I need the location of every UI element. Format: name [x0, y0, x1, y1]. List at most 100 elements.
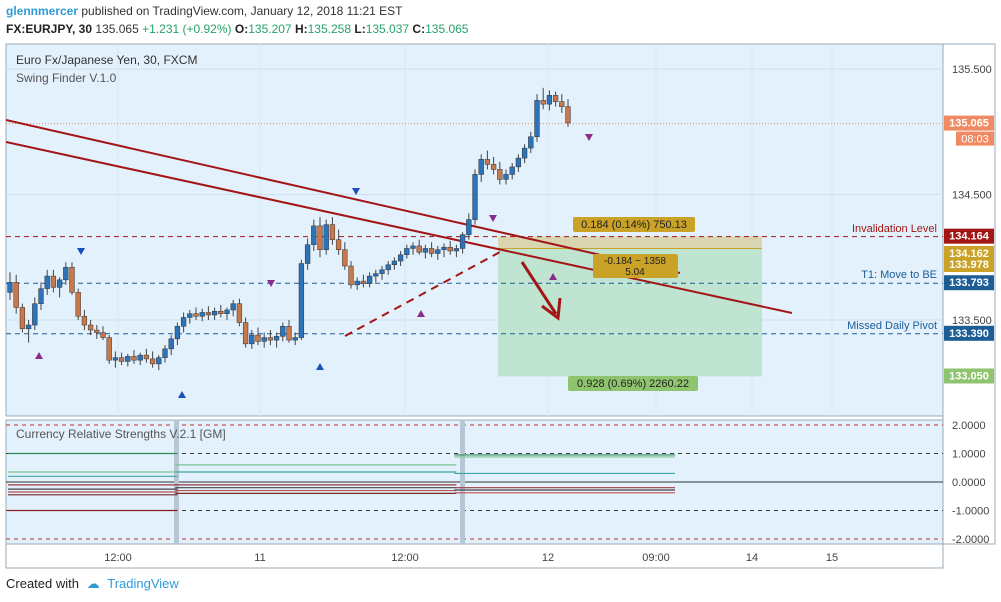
candle-body-61	[385, 264, 391, 271]
candle-body-22	[143, 354, 150, 360]
trendline-2	[6, 141, 793, 314]
candle-body-23	[149, 358, 156, 365]
swing-high-marker-0	[77, 248, 85, 255]
info-label-2: 5.04	[625, 267, 645, 278]
price-tick-1: 134.500	[952, 190, 992, 202]
footer: Created with ☁ TradingView	[6, 576, 179, 592]
candle-body-56	[354, 280, 360, 286]
candle-body-67	[422, 248, 429, 253]
candle-body-90	[565, 106, 571, 124]
price-badge-1	[944, 228, 994, 244]
candle-body-17	[112, 357, 119, 361]
candle-body-46	[292, 337, 298, 341]
candle-body-80	[503, 174, 509, 180]
swing-high-marker-3	[489, 215, 497, 222]
price-badge-label-4: 133.793	[949, 277, 989, 289]
candle-body-63	[397, 254, 404, 262]
candle-body-82	[515, 157, 522, 168]
candle-body-25	[162, 348, 168, 358]
candle-body-37	[236, 303, 243, 323]
indicator-name: Swing Finder V.1.0	[16, 71, 117, 85]
price-tick-2: 133.500	[952, 315, 992, 327]
candle-body-40	[255, 334, 261, 342]
candle-body-21	[137, 354, 143, 361]
last-price: 135.065	[95, 22, 139, 36]
time-tick-6: 15	[826, 552, 838, 564]
candle-body-9	[63, 267, 69, 281]
axis-labels: 135.500 134.500 133.500 12:00 11 12:00 12 09:00…	[104, 64, 992, 564]
price-badge-label-2: 134.162	[949, 248, 989, 260]
price-badge-label-1: 134.164	[949, 231, 990, 243]
candle-body-24	[156, 357, 162, 365]
chart-area[interactable]: 135.500 134.500 133.500 12:00 11 12:00 12 09:00…	[0, 40, 1001, 575]
arrow-head	[541, 297, 562, 321]
candle-body-75	[472, 174, 478, 220]
open-label: O:	[234, 22, 249, 36]
time-axis[interactable]	[5, 543, 944, 569]
price-badge-label-0: 135.065	[949, 118, 989, 130]
candle-body-86	[540, 100, 546, 105]
candle-body-10	[69, 267, 75, 293]
swing-low-marker-2	[316, 363, 324, 370]
tradingview-logo-icon[interactable]: ☁	[86, 576, 100, 591]
created-with-text: Created with	[6, 576, 79, 591]
candle-body-29	[187, 313, 193, 318]
candle-body-71	[447, 246, 453, 252]
sub-tick-0: 2.0000	[952, 420, 986, 432]
swing-low-marker-4	[549, 273, 557, 280]
candle-body-88	[552, 95, 559, 102]
candle-body-32	[205, 312, 212, 316]
time-tick-2: 12:00	[391, 552, 419, 564]
publish-text: published on TradingView.com, January 12…	[81, 4, 403, 18]
target-label-box	[568, 376, 698, 391]
swing-low-marker-3	[417, 310, 425, 317]
candle-body-42	[267, 337, 274, 341]
info-label-box	[593, 254, 678, 278]
candle-body-76	[478, 159, 484, 175]
trendlines[interactable]	[6, 119, 793, 337]
tradingview-link[interactable]: TradingView	[107, 576, 179, 591]
candle-body-59	[373, 273, 379, 277]
candle-body-55	[348, 265, 354, 286]
main-pane[interactable]	[5, 43, 944, 417]
candle-body-60	[379, 269, 385, 274]
sub-indicator-name: Currency Relative Strengths V.2.1 [GM]	[16, 427, 226, 441]
sub-tick-4: -2.0000	[952, 534, 989, 546]
info-label-1: -0.184 ~ 1358	[604, 256, 666, 267]
candle-body-73	[459, 234, 466, 249]
candle-body-49	[311, 225, 317, 245]
stop-label: 0.184 (0.14%) 750.13	[581, 219, 687, 231]
candle-body-83	[521, 147, 528, 159]
candle-body-27	[174, 326, 181, 340]
candle-body-30	[193, 313, 199, 317]
candle-body-15	[100, 332, 106, 338]
candle-body-31	[199, 312, 205, 317]
high-value: 135.258	[307, 22, 352, 36]
chart-header: glennmercer published on TradingView.com…	[0, 0, 1001, 40]
candle-body-13	[87, 324, 94, 331]
candle-body-72	[453, 248, 460, 252]
time-tick-1: 11	[254, 552, 265, 564]
swing-high-marker-4	[585, 134, 593, 141]
candle-body-16	[106, 337, 112, 361]
candle-body-57	[360, 280, 367, 284]
price-badge-6	[944, 368, 994, 384]
candle-body-20	[131, 356, 137, 361]
swing-low-marker-1	[178, 391, 186, 398]
author-link[interactable]: glennmercer	[6, 4, 79, 18]
candle-body-66	[416, 245, 422, 253]
candles	[7, 87, 571, 371]
candle-body-35	[224, 309, 230, 314]
high-label: H:	[294, 22, 308, 36]
strength-lines	[8, 452, 675, 512]
candle-body-19	[125, 356, 131, 362]
price-change: +1.231 (+0.92%)	[142, 22, 232, 36]
candle-body-64	[404, 248, 410, 255]
candle-body-53	[335, 239, 342, 250]
candle-body-65	[410, 245, 416, 249]
time-tick-5: 14	[746, 552, 758, 564]
candle-body-74	[466, 219, 472, 235]
candle-body-87	[546, 95, 553, 105]
candle-body-77	[484, 159, 491, 165]
candle-body-38	[242, 322, 249, 345]
